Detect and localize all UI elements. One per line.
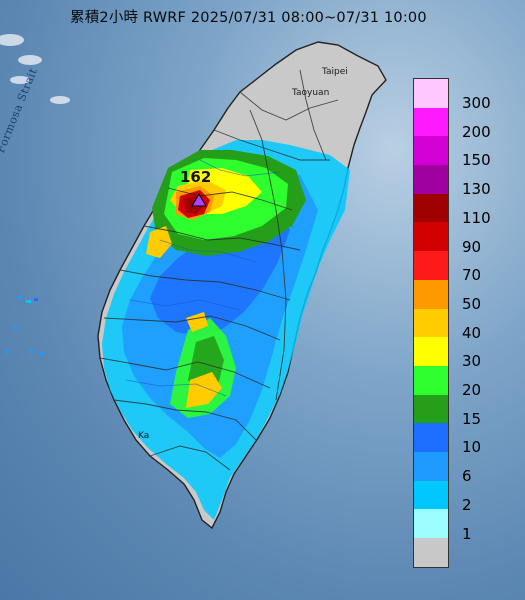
legend-label: 110 bbox=[462, 208, 491, 227]
legend-swatch bbox=[414, 193, 448, 223]
map-title: 累積2小時 RWRF 2025/07/31 08:00~07/31 10:00 bbox=[70, 10, 427, 26]
legend-swatch bbox=[414, 538, 448, 567]
cloud-speckles bbox=[0, 34, 70, 104]
legend-label: 10 bbox=[462, 438, 482, 457]
max-value-label: 162 bbox=[180, 168, 212, 186]
legend-label: 6 bbox=[462, 467, 472, 486]
legend-label: 30 bbox=[462, 352, 482, 371]
legend-label: 2 bbox=[462, 495, 472, 514]
max-triangle-icon bbox=[191, 193, 207, 207]
legend-swatch bbox=[414, 251, 448, 280]
legend-label: 130 bbox=[462, 180, 491, 199]
legend-swatch bbox=[414, 509, 448, 538]
legend-label: 40 bbox=[462, 323, 482, 342]
ka-label: Ka bbox=[138, 431, 150, 441]
legend-label: 15 bbox=[462, 409, 482, 428]
legend-label: 50 bbox=[462, 294, 482, 313]
legend-swatch bbox=[414, 394, 448, 424]
legend-swatch bbox=[414, 165, 448, 194]
legend-swatch bbox=[414, 423, 448, 452]
legend-label: 70 bbox=[462, 266, 482, 285]
legend-colorbar bbox=[413, 78, 449, 568]
boundary-lines bbox=[99, 69, 339, 471]
taipei-label: Taipei bbox=[322, 67, 348, 77]
legend-label: 150 bbox=[462, 151, 491, 170]
river-lines bbox=[125, 159, 281, 397]
legend-label: 300 bbox=[462, 94, 491, 112]
legend-label: 20 bbox=[462, 381, 482, 399]
legend-swatch bbox=[414, 480, 448, 510]
legend-swatch bbox=[414, 136, 448, 166]
legend-swatch bbox=[414, 451, 448, 481]
legend-swatch bbox=[414, 79, 448, 108]
legend-swatch bbox=[414, 308, 448, 338]
offshore-islands bbox=[6, 296, 43, 355]
legend-label: 1 bbox=[462, 524, 472, 543]
legend-swatch bbox=[414, 337, 448, 366]
legend-swatch bbox=[414, 222, 448, 252]
rain-area-south-40 bbox=[186, 372, 222, 408]
legend-label: 200 bbox=[462, 122, 491, 141]
legend-swatch bbox=[414, 365, 448, 395]
taoyuan-label: Taoyuan bbox=[292, 88, 330, 98]
legend-swatch bbox=[414, 107, 448, 137]
rain-area-west-40 bbox=[146, 226, 172, 258]
legend-label: 90 bbox=[462, 237, 482, 256]
legend-swatch bbox=[414, 279, 448, 309]
